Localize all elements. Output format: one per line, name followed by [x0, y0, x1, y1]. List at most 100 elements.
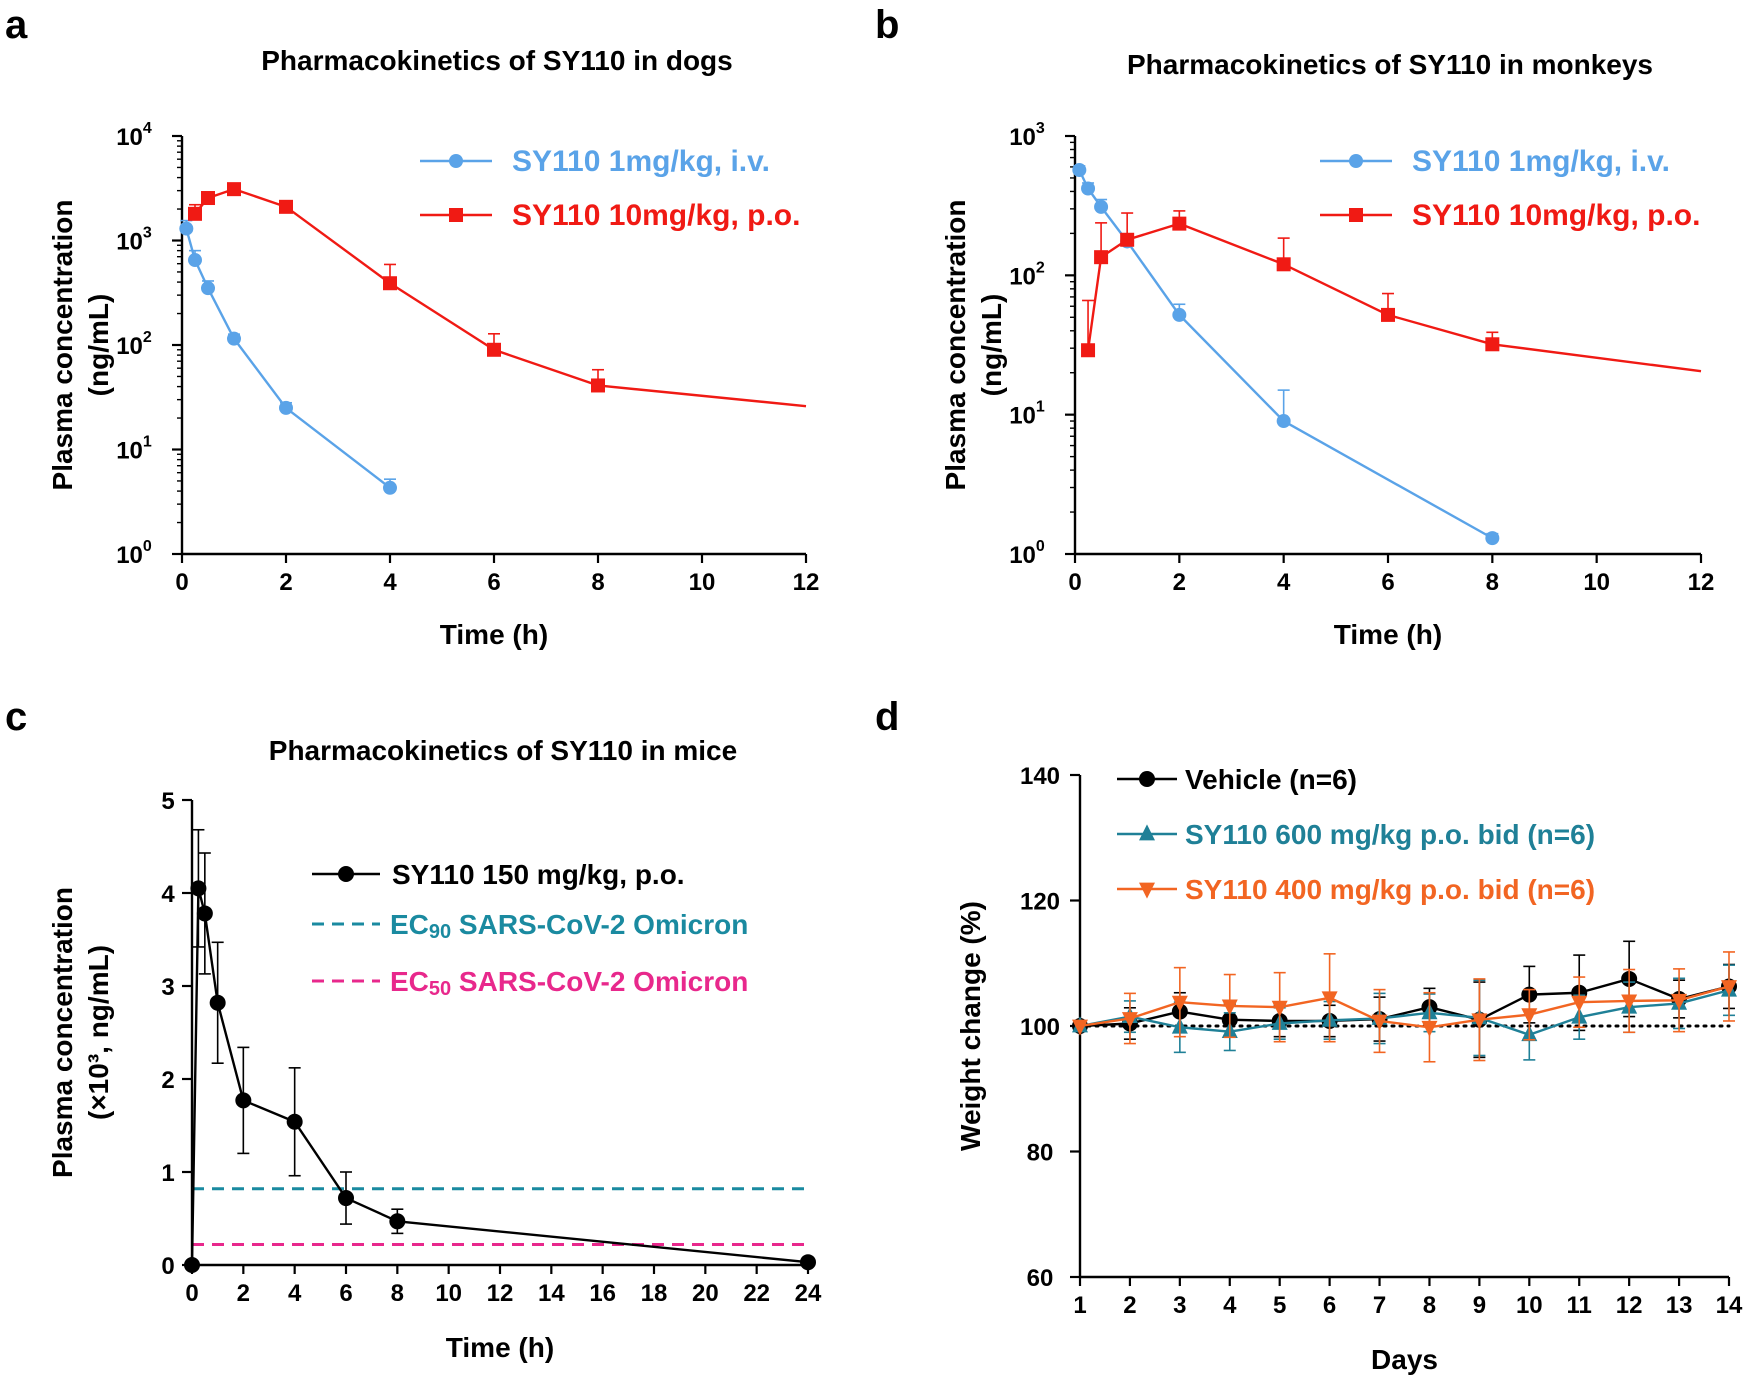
y-tick-label: 100 [116, 538, 152, 569]
x-tick-label: 2 [1173, 569, 1186, 596]
reference-line-2: EC50 SARS-CoV-2 Omicron [192, 966, 808, 1247]
data-point [487, 342, 501, 357]
data-point [1172, 307, 1187, 322]
data-point [1172, 216, 1187, 231]
data-point [1381, 307, 1395, 322]
x-tick-label: 6 [487, 569, 500, 596]
x-tick-label: 12 [793, 569, 820, 596]
y-tick-label: 1 [161, 1160, 174, 1187]
data-point [1171, 995, 1188, 1012]
x-tick-label: 22 [743, 1280, 770, 1307]
x-tick-label: 14 [538, 1280, 565, 1307]
x-axis-label: Days [1371, 1344, 1438, 1375]
legend-marker [1349, 154, 1363, 168]
data-point [1321, 991, 1338, 1008]
series-line [1079, 985, 1730, 1029]
legend-marker [1139, 771, 1155, 787]
error-bar [1082, 299, 1095, 351]
y-tick-exponent: 2 [143, 329, 152, 346]
x-tick-label: 0 [1068, 569, 1081, 596]
data-point [1072, 163, 1087, 178]
series-line [1079, 977, 1730, 1028]
data-point [1221, 999, 1238, 1016]
x-tick-label: 8 [1486, 569, 1499, 596]
data-point [179, 221, 194, 236]
series-1: SY110 1mg/kg, i.v. [1072, 145, 1670, 546]
y-axis-label: Plasma concentration [940, 200, 971, 491]
legend-marker [338, 866, 354, 882]
y-tick-label: 5 [161, 788, 174, 815]
panel-d: d1 2 3 4 5 6 7 8 9 10 11 12 13 146080100120140Weight … [875, 695, 1743, 1375]
y-axis-label: Plasma concentration [47, 887, 78, 1178]
data-point [196, 905, 213, 922]
data-point [235, 1092, 252, 1109]
y-tick-exponent: 4 [143, 120, 152, 137]
series-line [185, 228, 391, 489]
x-tick-label: 9 [1473, 1292, 1486, 1319]
y-axis-label: (ng/mL) [976, 294, 1007, 397]
x-tick-label: 1 [1073, 1292, 1086, 1319]
legend-label: SY110 10mg/kg, p.o. [512, 199, 800, 232]
x-tick-label: 8 [1423, 1292, 1436, 1319]
y-tick-label: 101 [116, 434, 152, 465]
data-point [1121, 1012, 1138, 1029]
x-tick-label: 5 [1273, 1292, 1286, 1319]
panel-label: c [5, 695, 27, 739]
x-tick-label: 11 [1567, 1292, 1592, 1319]
chart-title: Pharmacokinetics of SY110 in monkeys [1127, 49, 1653, 80]
panel-b: b Pharmacokinetics of SY110 in monkeys 0 2 4… [875, 3, 1714, 650]
y-tick-exponent: 2 [1036, 259, 1045, 276]
legend-subscript: 50 [429, 978, 451, 1000]
data-point [279, 400, 293, 415]
y-tick-label: 100 [1009, 538, 1045, 569]
y-tick-exponent: 0 [1036, 538, 1045, 555]
data-point [227, 182, 241, 197]
data-point [1371, 1014, 1388, 1031]
y-tick-label: 102 [1009, 259, 1045, 290]
legend-label: Vehicle (n=6) [1185, 764, 1357, 795]
legend-label: SY110 400 mg/kg p.o. bid (n=6) [1185, 874, 1595, 905]
error-bar [1323, 953, 1336, 998]
x-tick-label: 12 [1688, 569, 1715, 596]
x-tick-label: 20 [692, 1280, 719, 1307]
data-point [184, 1257, 200, 1273]
error-bar [237, 1100, 250, 1155]
data-point [1081, 181, 1096, 196]
data-point [1621, 994, 1638, 1011]
series-2: SY110 10mg/kg, p.o. [188, 182, 807, 408]
series-line [1079, 989, 1730, 1036]
data-point [286, 1113, 303, 1130]
y-tick-label: 140 [1020, 763, 1060, 790]
data-point [338, 1190, 354, 1207]
error-bar [288, 1067, 301, 1122]
data-point [1471, 1013, 1488, 1030]
data-point [201, 191, 215, 206]
data-point [1094, 199, 1109, 214]
data-point [1081, 343, 1096, 358]
data-point [227, 331, 241, 346]
y-tick-label: 3 [161, 974, 174, 1001]
series-1: SY110 150 mg/kg, p.o. [184, 828, 816, 1273]
legend-label-rest: SARS-CoV-2 Omicron [451, 909, 748, 940]
data-point [1094, 250, 1109, 265]
y-tick-exponent: 0 [143, 538, 152, 555]
series-3: SY110 400 mg/kg p.o. bid (n=6) [1072, 874, 1737, 1063]
data-point [591, 378, 605, 393]
x-tick-label: 14 [1716, 1292, 1743, 1319]
y-tick-label: 120 [1020, 889, 1060, 916]
x-tick-label: 4 [1277, 569, 1291, 596]
data-point [190, 880, 207, 897]
series-1: Vehicle (n=6) [1072, 764, 1737, 1059]
y-axis-label: Weight change (%) [955, 901, 986, 1151]
data-point [1072, 1019, 1088, 1036]
data-point [1721, 980, 1737, 997]
x-tick-label: 10 [435, 1280, 462, 1307]
data-point [1276, 257, 1291, 272]
legend-marker [1139, 882, 1155, 899]
x-tick-label: 12 [487, 1280, 514, 1307]
x-tick-label: 2 [279, 569, 292, 596]
error-bar [192, 828, 205, 889]
data-point [1485, 531, 1500, 546]
series-2: SY110 600 mg/kg p.o. bid (n=6) [1072, 819, 1737, 1061]
series-line [190, 887, 809, 1266]
